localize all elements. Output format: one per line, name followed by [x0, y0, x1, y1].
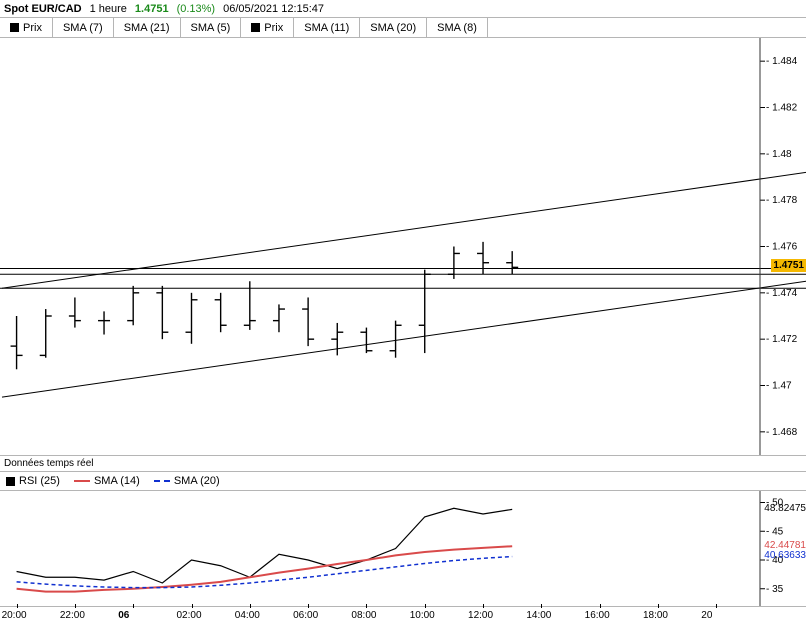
- svg-text:- 35: - 35: [766, 584, 784, 595]
- legend-cell[interactable]: SMA (5): [181, 18, 242, 37]
- x-tick-label: 20:00: [2, 610, 27, 621]
- x-tick-label: 04:00: [235, 610, 260, 621]
- indicator-legend-item: SMA (14): [74, 475, 140, 487]
- indicator-swatch-icon: [154, 480, 170, 482]
- price-chart[interactable]: - 1.468 - 1.47 - 1.472 - 1.474 - 1.476 - 1.47…: [0, 38, 806, 455]
- indicator-swatch-icon: [6, 477, 15, 486]
- legend-swatch-icon: [251, 23, 260, 32]
- svg-text:- 1.474: - 1.474: [766, 288, 798, 299]
- price-marker: 1.4751: [771, 259, 806, 272]
- indicator-value-label: 48.82475: [764, 503, 806, 514]
- legend-label: SMA (21): [124, 22, 170, 34]
- svg-text:- 1.47: - 1.47: [766, 381, 792, 392]
- svg-text:- 1.468: - 1.468: [766, 427, 798, 438]
- x-tick-label: 20: [701, 610, 712, 621]
- legend-label: SMA (11): [304, 22, 349, 34]
- x-tick-label: 16:00: [585, 610, 610, 621]
- indicator-legend-item: SMA (20): [154, 475, 220, 487]
- legend-cell[interactable]: SMA (21): [114, 18, 181, 37]
- x-tick-label: 22:00: [60, 610, 85, 621]
- x-tick-label: 18:00: [643, 610, 668, 621]
- indicator-legend: RSI (25) SMA (14) SMA (20): [0, 472, 806, 491]
- x-axis: 20:00 22:00 06 02:00 04:00 06:00 08:00 10:00 12:…: [0, 606, 806, 628]
- pct-change: (0.13%): [177, 3, 216, 15]
- last-price: 1.4751: [135, 3, 169, 15]
- legend-label: SMA (8): [437, 22, 477, 34]
- indicator-swatch-icon: [74, 480, 90, 482]
- legend-label: Prix: [23, 22, 42, 34]
- x-tick-label: 06:00: [293, 610, 318, 621]
- x-tick-label: 12:00: [468, 610, 493, 621]
- indicator-chart[interactable]: - 35- 40- 45- 5048.8247542.4478140.63633: [0, 491, 806, 606]
- indicator-value-label: 42.44781: [764, 540, 806, 551]
- x-tick-label: 02:00: [177, 610, 202, 621]
- legend-label: Prix: [264, 22, 283, 34]
- instrument-title: Spot EUR/CAD: [4, 3, 82, 15]
- legend-label: SMA (5): [191, 22, 231, 34]
- svg-text:- 1.484: - 1.484: [766, 56, 798, 67]
- chart-header: Spot EUR/CAD 1 heure 1.4751 (0.13%) 06/0…: [0, 0, 806, 18]
- svg-text:- 1.482: - 1.482: [766, 103, 798, 114]
- x-tick-label: 10:00: [410, 610, 435, 621]
- x-tick-label: 06: [118, 610, 129, 621]
- datetime-label: 06/05/2021 12:15:47: [223, 3, 324, 15]
- svg-text:- 1.48: - 1.48: [766, 149, 792, 160]
- legend-cell[interactable]: SMA (11): [294, 18, 360, 37]
- legend-swatch-icon: [10, 23, 19, 32]
- indicator-label: SMA (20): [174, 475, 220, 487]
- legend-label: SMA (20): [370, 22, 416, 34]
- legend-cell[interactable]: SMA (8): [427, 18, 488, 37]
- legend-bar: Prix SMA (7) SMA (21) SMA (5) Prix SMA (11) SM…: [0, 18, 806, 38]
- svg-text:- 1.476: - 1.476: [766, 242, 798, 253]
- x-tick-label: 14:00: [526, 610, 551, 621]
- indicator-legend-item: RSI (25): [6, 475, 60, 487]
- legend-cell[interactable]: SMA (20): [360, 18, 427, 37]
- legend-label: SMA (7): [63, 22, 103, 34]
- legend-cell[interactable]: Prix: [241, 18, 294, 37]
- indicator-value-label: 40.63633: [764, 550, 806, 561]
- indicator-label: SMA (14): [94, 475, 140, 487]
- legend-cell[interactable]: SMA (7): [53, 18, 114, 37]
- svg-text:- 45: - 45: [766, 526, 784, 537]
- realtime-label: Données temps réel: [0, 455, 806, 472]
- svg-text:- 1.478: - 1.478: [766, 195, 798, 206]
- x-tick-label: 08:00: [351, 610, 376, 621]
- legend-cell[interactable]: Prix: [0, 18, 53, 37]
- indicator-label: RSI (25): [19, 475, 60, 487]
- svg-text:- 1.472: - 1.472: [766, 334, 798, 345]
- interval-label: 1 heure: [90, 3, 127, 15]
